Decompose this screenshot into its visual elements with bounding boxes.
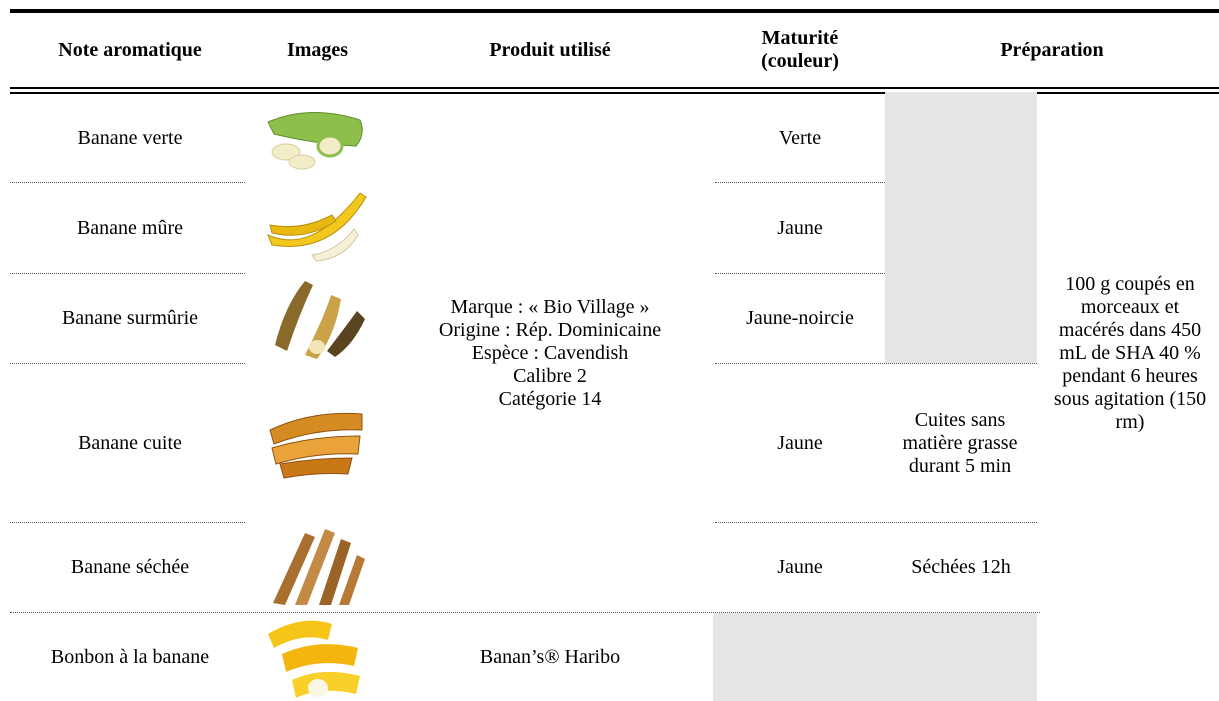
cell-text: Jaune <box>777 216 823 239</box>
cell: Jaune <box>715 183 885 273</box>
row-separator <box>10 363 245 364</box>
cell: Banan’s® Haribo <box>385 613 715 701</box>
row-separator <box>715 363 1037 364</box>
row-separator <box>10 182 245 183</box>
cell-text: Verte <box>778 126 822 149</box>
header-cell: Images <box>250 13 385 87</box>
header-cell: Note aromatique <box>10 13 250 87</box>
cell-text: Séchées 12h <box>911 556 1011 578</box>
cell-text: Marque : « Bio Village » <box>450 295 650 318</box>
cell-text: Cuites sans matière grasse durant 5 min <box>902 408 1018 477</box>
candy-banana-image <box>268 620 360 698</box>
cell: Banane verte <box>10 94 250 182</box>
header-rule <box>10 87 1219 89</box>
header-rule <box>10 92 1219 94</box>
cell-text: Banane séchée <box>70 556 190 578</box>
cell: Jaune <box>715 364 885 522</box>
row-separator <box>10 612 1040 613</box>
cell-text: Espèce : Cavendish <box>471 341 629 364</box>
cell: Banane séchée <box>10 523 250 612</box>
cell: Banane cuite <box>10 364 250 522</box>
cell-text: Calibre 2 <box>513 364 587 387</box>
cell-text: 100 g coupés en morceaux et macérés dans… <box>1053 272 1207 433</box>
cell-text: Banan’s® Haribo <box>479 645 621 668</box>
empty-cell <box>885 92 1037 363</box>
header-cell: Produit utilisé <box>385 13 715 87</box>
cell: Cuites sans matière grasse durant 5 min <box>895 364 1025 522</box>
row-separator <box>715 182 885 183</box>
cell: Jaune <box>715 523 885 612</box>
cell-text: Banane verte <box>77 126 183 149</box>
cell-text: Banane surmûrie <box>61 307 199 329</box>
cell-text: Jaune <box>777 556 823 578</box>
header-text: Préparation <box>1000 38 1104 61</box>
cell-text: Banane mûre <box>76 216 184 239</box>
cell: Séchées 12h <box>885 523 1037 612</box>
cell-text: Jaune <box>777 431 823 454</box>
cell: Banane surmûrie <box>10 274 250 363</box>
header-text: Note aromatique <box>58 38 202 61</box>
row-separator <box>10 522 245 523</box>
header-cell: Préparation <box>885 13 1219 87</box>
top-rule <box>10 9 1219 13</box>
cell-text: Jaune-noircie <box>746 307 854 329</box>
ripe-banana-image <box>267 192 367 262</box>
cell-text: Banane cuite <box>78 431 182 454</box>
green-banana-image <box>267 112 363 170</box>
cell: Marque : « Bio Village » Origine : Rép. … <box>385 94 715 612</box>
cell: Banane mûre <box>10 183 250 273</box>
header-text: Produit utilisé <box>489 38 611 61</box>
row-separator <box>715 522 1037 523</box>
cooked-banana-image <box>269 412 363 479</box>
cell-text: Catégorie 14 <box>498 387 602 410</box>
cell: Jaune-noircie <box>715 274 885 363</box>
cell-text: Bonbon à la banane <box>50 645 210 668</box>
header-text: Maturité <box>761 27 839 49</box>
cell: 100 g coupés en morceaux et macérés dans… <box>1050 94 1210 612</box>
overripe-banana-image <box>275 281 365 359</box>
header-cell: Maturité (couleur) <box>715 13 885 87</box>
row-separator <box>10 273 245 274</box>
cell-text: Origine : Rép. Dominicaine <box>438 318 662 341</box>
cell: Verte <box>715 94 885 182</box>
row-separator <box>715 273 885 274</box>
empty-cell <box>713 613 1037 701</box>
header-text: (couleur) <box>761 50 839 72</box>
header-text: Images <box>286 38 349 61</box>
cell: Bonbon à la banane <box>10 613 250 701</box>
dried-banana-image <box>273 529 365 605</box>
